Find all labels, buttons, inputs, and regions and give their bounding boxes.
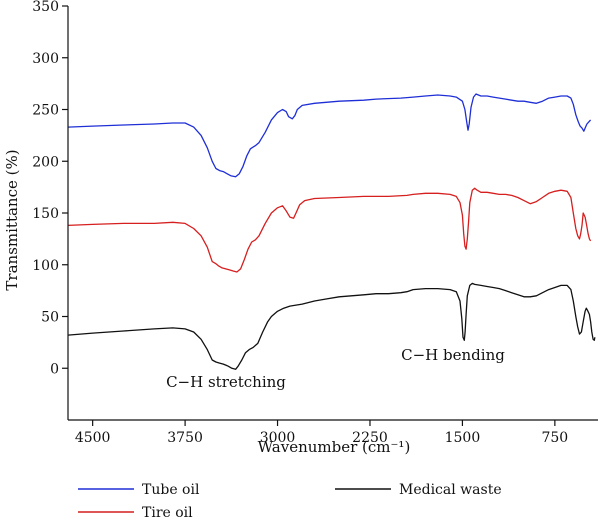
axes <box>62 5 598 426</box>
series-line-tube-oil <box>67 93 592 178</box>
legend-label-medical-waste: Medical waste <box>399 482 502 498</box>
x-tick-label: 4500 <box>75 430 111 446</box>
x-tick-label: 3750 <box>167 430 203 446</box>
y-tick-label: 50 <box>41 310 59 326</box>
y-tick-label: 350 <box>32 0 59 15</box>
series-line-tire-oil <box>67 187 592 273</box>
legend-label-tube-oil: Tube oil <box>142 482 200 498</box>
series-lines <box>67 93 596 370</box>
y-axis-label: Transmittance (%) <box>3 149 21 290</box>
x-axis-label: Wavenumber (cm⁻¹) <box>258 438 411 456</box>
annotation-ch-bending: C−H bending <box>401 346 505 364</box>
y-tick-label: 100 <box>32 258 59 274</box>
x-tick-label: 3000 <box>260 430 296 446</box>
legend-label-tire-oil: Tire oil <box>142 505 193 520</box>
y-tick-label: 200 <box>32 154 59 170</box>
series-line-medical-waste <box>67 282 596 370</box>
y-tick-label: 300 <box>32 51 59 67</box>
tick-labels: 0 50 100 150 200 250 300 350 4500 3750 3000 2250 150… <box>32 0 568 446</box>
annotation-ch-stretching: C−H stretching <box>166 373 286 391</box>
y-tick-label: 150 <box>32 206 59 222</box>
y-tick-label: 0 <box>50 361 59 377</box>
x-tick-label: 750 <box>541 430 568 446</box>
x-tick-label: 1500 <box>445 430 481 446</box>
x-tick-label: 2250 <box>352 430 388 446</box>
y-tick-label: 250 <box>32 103 59 119</box>
legend: Tube oil Tire oil Medical waste <box>78 482 502 520</box>
